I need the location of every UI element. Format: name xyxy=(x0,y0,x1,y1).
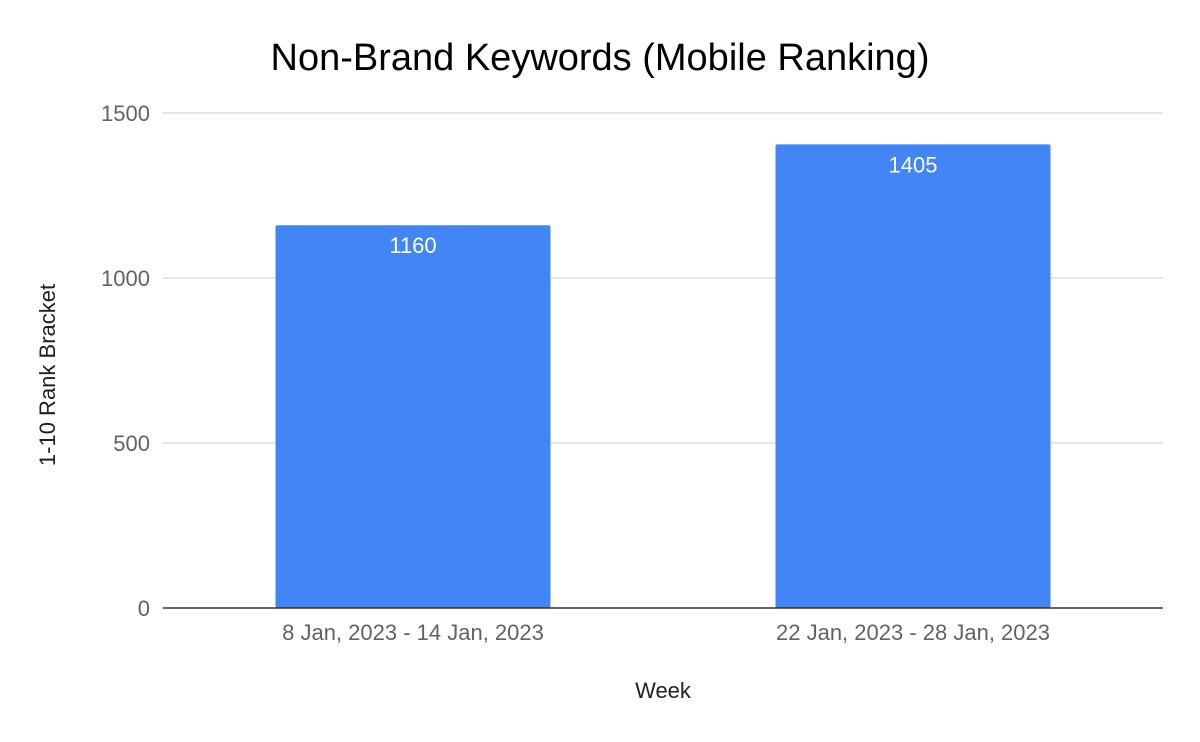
y-axis-ticks: 0 500 1000 1500 xyxy=(101,101,150,621)
chart-title: Non-Brand Keywords (Mobile Ranking) xyxy=(271,37,930,79)
x-axis-label: Week xyxy=(635,678,692,703)
y-axis-label: 1-10 Rank Bracket xyxy=(35,284,60,466)
y-tick-label: 1000 xyxy=(101,266,150,291)
y-tick-label: 1500 xyxy=(101,101,150,126)
x-axis-ticks: 8 Jan, 2023 - 14 Jan, 2023 22 Jan, 2023 -… xyxy=(282,620,1050,645)
bar-data-label: 1160 xyxy=(389,233,436,258)
y-tick-label: 500 xyxy=(113,431,150,456)
bar-data-label: 1405 xyxy=(889,152,938,177)
bar xyxy=(275,225,551,608)
x-tick-label: 8 Jan, 2023 - 14 Jan, 2023 xyxy=(282,620,544,645)
bar xyxy=(775,144,1051,608)
bars: 1160 1405 xyxy=(275,144,1051,608)
x-tick-label: 22 Jan, 2023 - 28 Jan, 2023 xyxy=(776,620,1050,645)
y-tick-label: 0 xyxy=(138,596,150,621)
